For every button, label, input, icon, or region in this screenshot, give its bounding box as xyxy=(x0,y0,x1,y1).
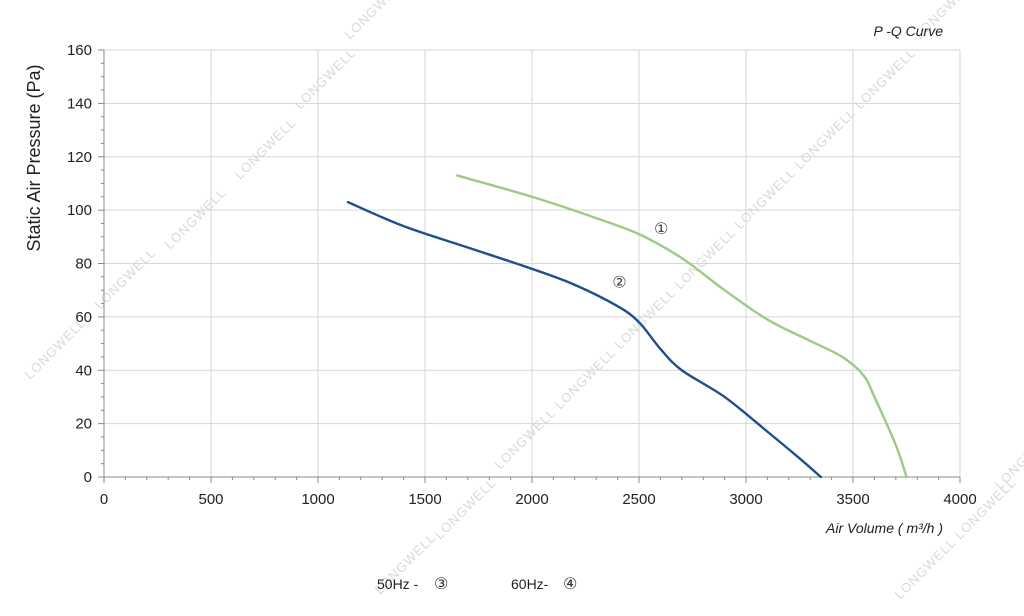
x-tick-label: 3000 xyxy=(729,491,762,508)
watermark-text: LONGWELL xyxy=(342,0,409,42)
x-tick-label: 4000 xyxy=(943,491,976,508)
watermark-text: LONGWELL xyxy=(92,245,159,312)
x-tick-label: 500 xyxy=(198,491,223,508)
legend: 50Hz - ③ 60Hz- ④ xyxy=(377,574,577,593)
tick-labels: 0 500 1000 1500 2000 2500 3000 3500 4000 0 20 40 60 8… xyxy=(67,42,977,508)
watermark-text: LONGWELL xyxy=(612,285,679,352)
watermark-text: LONGWELL xyxy=(432,475,499,542)
x-tick-label: 0 xyxy=(100,491,108,508)
series-line-1 xyxy=(455,174,908,479)
x-tick-label: 1500 xyxy=(408,491,441,508)
series-layer: ①② xyxy=(346,174,908,479)
watermark-text: LONGWELL xyxy=(492,405,559,472)
watermark-text: LONGWELL xyxy=(162,185,229,252)
series-line-2 xyxy=(346,200,823,479)
series-label-1: ① xyxy=(654,219,668,238)
y-tick-label: 0 xyxy=(84,469,92,486)
x-axis-title: Air Volume ( m³/h ) xyxy=(825,520,943,536)
y-tick-label: 140 xyxy=(67,95,92,112)
watermark-layer: LONGWELLLONGWELLLONGWELLLONGWELLLONGWELL… xyxy=(22,0,1024,602)
grid xyxy=(104,49,961,477)
series-label-2: ② xyxy=(612,273,626,292)
x-tick-label: 2500 xyxy=(622,491,655,508)
watermark-text: LONGWELL xyxy=(732,165,799,232)
chart-title: P -Q Curve xyxy=(874,23,944,39)
axes xyxy=(98,49,961,483)
watermark-text: LONGWELL xyxy=(232,115,299,182)
legend-symbol-60hz: ④ xyxy=(563,574,577,593)
x-tick-label: 2000 xyxy=(515,491,548,508)
watermark-text: LONGWELL xyxy=(892,535,959,602)
legend-label-50hz: 50Hz - xyxy=(377,576,419,592)
y-tick-label: 100 xyxy=(67,202,92,219)
x-tick-label: 3500 xyxy=(836,491,869,508)
watermark-text: LONGWELL xyxy=(552,345,619,412)
y-tick-label: 80 xyxy=(75,256,92,273)
watermark-text: LONGWELL xyxy=(792,105,859,172)
watermark-text: LONGWELL xyxy=(952,475,1019,542)
x-tick-label: 1000 xyxy=(301,491,334,508)
y-tick-label: 160 xyxy=(67,42,92,59)
y-tick-label: 20 xyxy=(75,416,92,433)
y-axis-title: Static Air Pressure (Pa) xyxy=(24,64,44,251)
watermark-text: LONGWELL xyxy=(852,45,919,112)
y-tick-label: 60 xyxy=(75,309,92,326)
y-tick-label: 40 xyxy=(75,362,92,379)
watermark-text: LONGWELL xyxy=(292,45,359,112)
y-tick-label: 120 xyxy=(67,149,92,166)
legend-label-60hz: 60Hz- xyxy=(511,576,549,592)
legend-symbol-50hz: ③ xyxy=(434,574,448,593)
